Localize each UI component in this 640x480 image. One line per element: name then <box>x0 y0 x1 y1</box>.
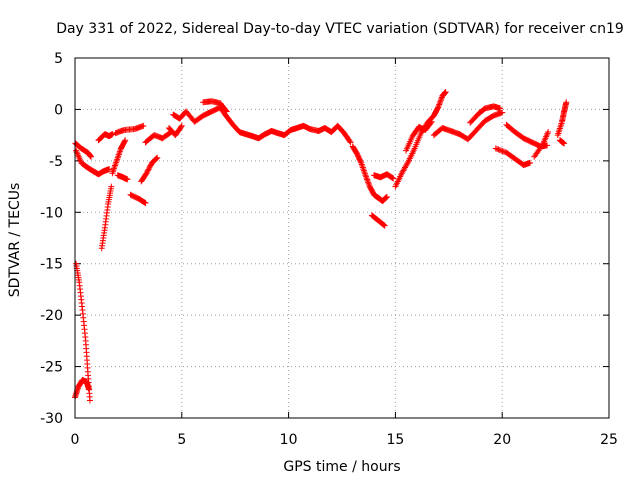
y-tick-label: -5 <box>49 154 63 170</box>
data-points <box>72 88 570 404</box>
chart-title: Day 331 of 2022, Sidereal Day-to-day VTE… <box>56 21 624 37</box>
data-point <box>389 174 396 181</box>
data-point <box>346 138 353 145</box>
data-point <box>495 146 502 153</box>
data-point <box>178 122 185 129</box>
data-point <box>383 194 390 201</box>
y-tick-label: -10 <box>40 205 63 221</box>
data-point <box>381 222 388 229</box>
data-point <box>177 124 184 131</box>
data-point <box>494 146 501 153</box>
data-point <box>563 99 570 106</box>
data-point <box>223 108 230 115</box>
data-point <box>526 159 533 166</box>
x-axis-label: GPS time / hours <box>283 459 400 475</box>
data-point <box>122 137 129 144</box>
data-point <box>500 148 507 155</box>
data-point <box>362 172 369 179</box>
data-point <box>109 131 116 138</box>
data-point <box>88 153 95 160</box>
data-point <box>544 142 551 149</box>
x-tick-label: 5 <box>177 432 186 448</box>
data-point <box>146 163 153 170</box>
y-tick-label: -25 <box>40 360 63 376</box>
x-tick-label: 20 <box>493 432 511 448</box>
data-point <box>357 158 364 165</box>
data-point <box>347 139 354 146</box>
y-tick-label: -20 <box>40 308 63 324</box>
data-point <box>143 170 150 177</box>
data-point <box>124 176 131 183</box>
data-point <box>499 148 506 155</box>
data-point <box>147 162 154 169</box>
data-point <box>390 175 397 182</box>
data-point <box>142 200 149 207</box>
data-point <box>437 98 444 105</box>
data-point <box>492 145 499 152</box>
y-tick-label: 5 <box>54 51 63 67</box>
data-point <box>437 97 444 104</box>
plot-frame <box>74 57 610 419</box>
data-point <box>427 119 434 126</box>
data-point <box>383 193 390 200</box>
data-point <box>365 180 372 187</box>
data-point <box>141 199 148 206</box>
data-point <box>108 183 115 190</box>
y-tick-label: 0 <box>54 102 63 118</box>
data-point <box>145 166 152 173</box>
data-point <box>404 160 411 167</box>
x-tick-label: 10 <box>280 432 298 448</box>
data-point <box>153 155 160 162</box>
x-tick-label: 0 <box>71 432 80 448</box>
data-point <box>154 154 161 161</box>
data-point <box>363 173 370 180</box>
data-point <box>363 175 370 182</box>
data-point <box>442 88 449 95</box>
x-tick-label: 15 <box>386 432 404 448</box>
data-point <box>435 102 442 109</box>
data-point <box>438 95 445 102</box>
data-point <box>380 222 387 229</box>
data-point <box>144 167 151 174</box>
y-axis-label: SDTVAR / TECUs <box>7 183 23 298</box>
data-point <box>382 194 389 201</box>
data-point <box>144 168 151 175</box>
data-point <box>561 140 568 147</box>
data-point <box>364 176 371 183</box>
data-point <box>364 177 371 184</box>
x-tick-label: 25 <box>600 432 618 448</box>
data-point <box>436 100 443 107</box>
y-tick-label: -15 <box>40 257 63 273</box>
data-point <box>497 105 504 112</box>
grid <box>75 58 609 418</box>
data-point <box>435 104 442 111</box>
data-point <box>222 107 229 114</box>
data-point <box>152 156 159 163</box>
data-point <box>499 109 506 116</box>
data-point <box>496 147 503 154</box>
data-point <box>106 166 113 173</box>
data-point <box>146 165 153 172</box>
data-point <box>436 101 443 108</box>
data-point <box>85 386 92 393</box>
data-point <box>86 397 93 404</box>
data-point <box>498 147 505 154</box>
axis-ticks: 0 5 10 15 20 25 -30 -25 -20 -15 -10 -5 0 5 <box>40 51 618 448</box>
data-point <box>428 118 435 125</box>
data-point <box>545 129 552 136</box>
data-point <box>121 138 128 145</box>
y-tick-label: -30 <box>40 411 63 427</box>
data-point <box>365 179 372 186</box>
data-point <box>140 122 147 129</box>
